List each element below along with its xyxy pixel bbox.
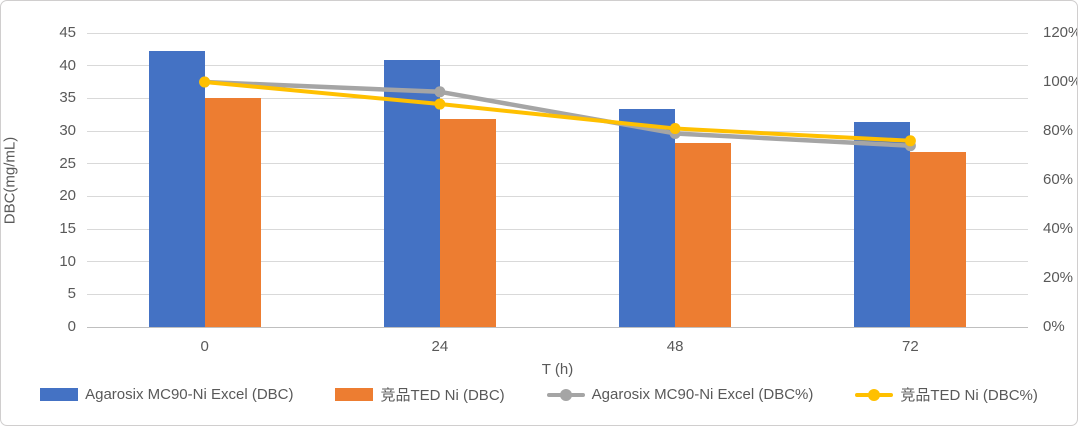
legend-item: 竞品TED Ni (DBC) xyxy=(335,384,505,405)
line-series xyxy=(204,79,911,148)
data-point-marker xyxy=(199,76,211,88)
legend-label: Agarosix MC90-Ni Excel (DBC) xyxy=(85,386,294,403)
legend-line-marker xyxy=(855,388,894,401)
x-axis-line xyxy=(87,326,1028,328)
gridline xyxy=(87,228,1028,230)
legend-item: Agarosix MC90-Ni Excel (DBC%) xyxy=(546,386,814,403)
x-axis-tick-label: 72 xyxy=(902,338,919,355)
data-point-marker xyxy=(434,98,446,110)
gridline xyxy=(87,293,1028,295)
legend-line-marker xyxy=(546,388,585,401)
plot-area xyxy=(87,32,1028,328)
legend-item: 竞品TED Ni (DBC%) xyxy=(855,384,1038,405)
gridline xyxy=(87,97,1028,99)
left-axis-tick-label: 25 xyxy=(59,154,76,172)
gridline xyxy=(87,65,1028,67)
left-axis-tick-label: 30 xyxy=(59,122,76,139)
gridline xyxy=(87,195,1028,197)
data-point-marker xyxy=(904,135,916,147)
left-axis-tick-label: 0 xyxy=(67,318,76,335)
bar xyxy=(148,50,205,327)
legend-bar-swatch xyxy=(40,388,79,401)
right-axis-tick-label: 0% xyxy=(1043,318,1065,335)
bar xyxy=(675,143,732,327)
left-axis-tick-label: 5 xyxy=(67,285,76,303)
data-point-marker xyxy=(669,123,681,135)
gridline xyxy=(87,130,1028,132)
right-axis-tick-label: 60% xyxy=(1043,171,1074,188)
left-axis-tick-label: 15 xyxy=(59,220,76,237)
legend-label: Agarosix MC90-Ni Excel (DBC%) xyxy=(591,386,814,403)
right-axis-tick-label: 80% xyxy=(1043,122,1074,139)
chart-legend: Agarosix MC90-Ni Excel (DBC) 竞品TED Ni (DB… xyxy=(1,384,1077,405)
gridline xyxy=(87,163,1028,165)
right-axis-tick-label: 40% xyxy=(1043,220,1074,237)
x-axis-title: T (h) xyxy=(541,361,574,378)
right-axis-tick-label: 100% xyxy=(1043,73,1078,90)
left-axis-tick-label: 45 xyxy=(59,24,76,41)
line-series-layer xyxy=(199,76,916,152)
legend-bar-swatch xyxy=(335,388,374,401)
legend-dot xyxy=(868,389,881,401)
line-series xyxy=(204,80,911,143)
bar xyxy=(439,118,496,327)
left-axis-title: DBC(mg/mL) xyxy=(1,136,19,225)
right-axis-tick-label: 120% xyxy=(1043,24,1078,41)
x-axis-tick-label: 24 xyxy=(431,338,449,355)
gridline xyxy=(87,32,1028,34)
legend-label: 竞品TED Ni (DBC) xyxy=(380,387,505,404)
bar xyxy=(204,98,261,327)
gridline xyxy=(87,261,1028,263)
bar xyxy=(619,108,676,327)
bar xyxy=(910,151,967,327)
bar xyxy=(854,121,911,327)
left-axis-tick-label: 35 xyxy=(59,89,76,107)
data-point-marker xyxy=(434,86,446,98)
x-axis-tick-label: 48 xyxy=(666,338,684,355)
right-axis-tick-label: 20% xyxy=(1043,269,1074,286)
legend-dot xyxy=(559,389,572,401)
left-axis-tick-label: 10 xyxy=(59,252,76,270)
left-axis-tick-label: 40 xyxy=(59,56,76,74)
legend-item: Agarosix MC90-Ni Excel (DBC) xyxy=(40,386,293,403)
x-axis-tick-label: 0 xyxy=(200,338,209,355)
legend-label: 竞品TED Ni (DBC%) xyxy=(900,387,1038,404)
left-axis-tick-label: 20 xyxy=(59,187,76,205)
